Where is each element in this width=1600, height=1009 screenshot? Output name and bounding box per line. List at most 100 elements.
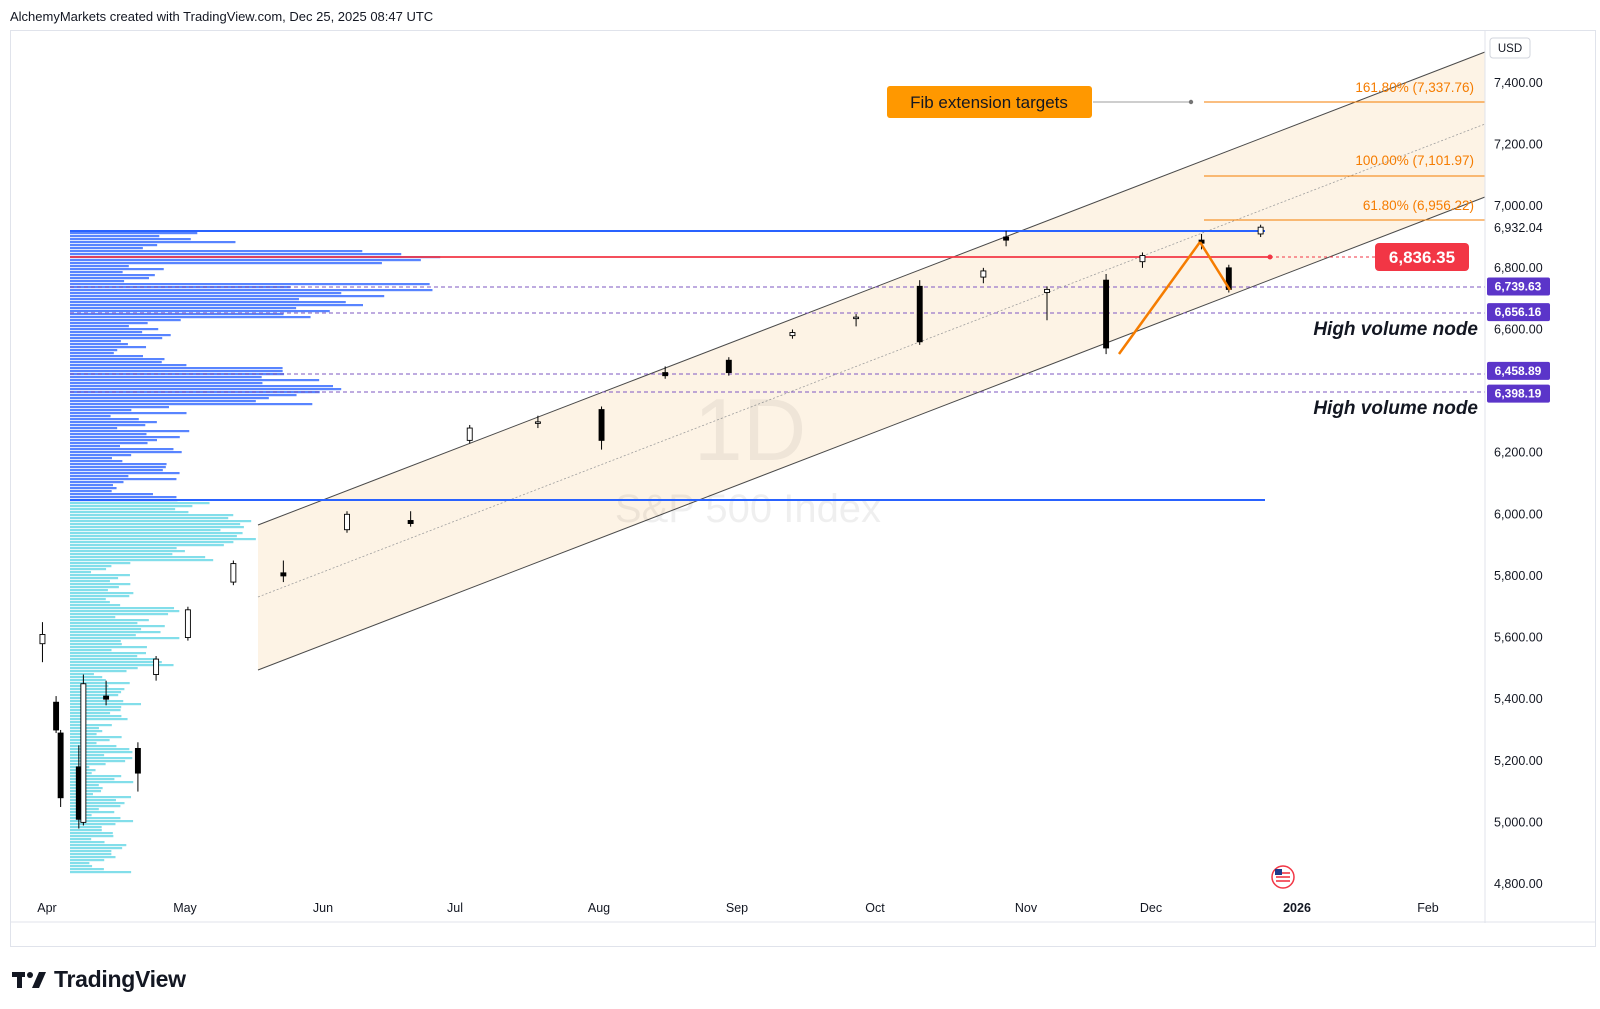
candle[interactable] xyxy=(407,511,414,527)
level-badge[interactable] xyxy=(1487,303,1550,322)
volume-profile-row xyxy=(70,334,171,337)
candle[interactable] xyxy=(534,415,541,429)
currency-button[interactable] xyxy=(1489,37,1531,59)
tradingview-logo-icon xyxy=(12,971,46,988)
volume-profile-row xyxy=(70,394,297,397)
volume-profile-row xyxy=(70,850,112,853)
fib-swing-legs[interactable] xyxy=(1117,241,1232,355)
volume-profile-row xyxy=(70,841,105,844)
hvn-annotation-lower[interactable]: High volume node xyxy=(1313,398,1478,419)
volume-profile-row xyxy=(70,520,252,523)
dashed-levels xyxy=(70,286,1485,393)
volume-profile-row xyxy=(70,775,122,778)
volume-profile-row xyxy=(70,286,291,289)
volume-profile-row xyxy=(70,529,221,532)
volume-profile-row xyxy=(70,796,132,799)
volume-profile-row xyxy=(70,826,102,829)
volume-profile-row xyxy=(70,694,119,697)
volume-profile-row xyxy=(70,865,93,868)
volume-profile-row xyxy=(70,232,198,235)
volume-profile-row xyxy=(70,412,187,415)
volume-profile-row xyxy=(70,586,119,589)
volume-profile-row xyxy=(70,463,167,466)
candle[interactable] xyxy=(153,656,160,681)
volume-profile-row xyxy=(70,439,157,442)
volume-profile-row xyxy=(70,760,126,763)
volume-profile-row xyxy=(70,757,133,760)
channel-lower-line[interactable] xyxy=(257,196,1486,671)
candle[interactable] xyxy=(103,680,110,706)
us-economic-event-icon[interactable] xyxy=(1271,865,1295,889)
volume-profile-row xyxy=(70,553,173,556)
volume-profile-row xyxy=(70,253,402,256)
candle[interactable] xyxy=(280,560,287,583)
volume-profile-row xyxy=(70,370,283,373)
volume-profile-row xyxy=(70,451,182,454)
level-badge[interactable] xyxy=(1487,384,1550,403)
price-scale[interactable]: USD 7,400.00 7,200.00 7,000.00 6,800.00 6,60… xyxy=(1484,30,1550,923)
fib-targets-callout[interactable]: Fib extension targets xyxy=(887,86,1194,118)
volume-profile-row xyxy=(70,811,115,814)
volume-profile-row xyxy=(70,868,104,871)
tradingview-brand[interactable]: TradingView xyxy=(12,966,186,993)
candle[interactable] xyxy=(466,424,473,444)
candle[interactable] xyxy=(53,696,60,734)
candle[interactable] xyxy=(1103,274,1110,355)
currency-label: USD xyxy=(1498,43,1522,55)
volume-profile[interactable] xyxy=(70,232,441,874)
hvn-annotation-upper[interactable]: High volume node xyxy=(1313,319,1478,340)
y-tick-label: 6,000.00 xyxy=(1494,507,1543,521)
volume-profile-row xyxy=(70,475,129,478)
volume-profile-row xyxy=(70,352,114,355)
volume-profile-row xyxy=(70,235,160,238)
candle[interactable] xyxy=(80,674,87,826)
candle[interactable] xyxy=(134,742,141,792)
candle[interactable] xyxy=(1139,252,1146,268)
volume-profile-row xyxy=(70,652,147,655)
candle[interactable] xyxy=(1003,230,1010,247)
level-badge[interactable] xyxy=(1487,361,1550,380)
volume-profile-row xyxy=(70,856,116,859)
fib-extension-levels[interactable]: 161.80% (7,337.76) 100.00% (7,101.97) 61… xyxy=(1204,80,1485,221)
volume-profile-row xyxy=(70,604,121,607)
candle[interactable] xyxy=(598,406,605,450)
level-badge-label: 6,739.63 xyxy=(1495,279,1542,293)
candle[interactable] xyxy=(980,267,987,284)
price-chart[interactable]: 1D S&P 500 Index 161.80% (7,337.76) 100.… xyxy=(0,0,1600,960)
volume-profile-row xyxy=(70,358,165,361)
level-badge[interactable] xyxy=(1487,277,1550,296)
candle[interactable] xyxy=(725,357,732,376)
candle[interactable] xyxy=(853,314,860,327)
volume-profile-row xyxy=(70,763,106,766)
volume-profile-row xyxy=(70,844,127,847)
volume-profile-row xyxy=(70,301,346,304)
volume-profile-row xyxy=(70,709,121,712)
candle[interactable] xyxy=(184,606,191,641)
x-tick-label: Feb xyxy=(1417,901,1439,915)
callout-anchor xyxy=(1188,99,1194,105)
candle[interactable] xyxy=(57,729,64,807)
volume-profile-row xyxy=(70,340,121,343)
resistance-price-badge[interactable]: 6,836.35 xyxy=(1375,243,1469,271)
y-tick-label: 6,200.00 xyxy=(1494,446,1543,460)
candle[interactable] xyxy=(789,329,796,339)
time-scale[interactable]: Apr May Jun Jul Aug Sep Oct Nov Dec 2026 Feb xyxy=(10,901,1596,923)
candle[interactable] xyxy=(1257,224,1264,238)
volume-profile-row xyxy=(70,682,130,685)
callout-text: Fib extension targets xyxy=(910,93,1068,112)
volume-profile-row xyxy=(70,562,131,565)
channel-fill xyxy=(258,52,1485,670)
candle[interactable] xyxy=(344,511,350,533)
candlestick-series[interactable] xyxy=(39,224,1264,829)
ascending-channel[interactable] xyxy=(257,51,1486,671)
chart-frame[interactable] xyxy=(10,30,1596,947)
volume-profile-row xyxy=(70,415,111,418)
candle[interactable] xyxy=(230,560,237,586)
candle[interactable] xyxy=(916,280,923,345)
volume-profile-row xyxy=(70,823,116,826)
candle[interactable] xyxy=(1044,286,1050,321)
channel-upper-line[interactable] xyxy=(257,51,1486,526)
candle[interactable] xyxy=(662,366,669,379)
volume-profile-row xyxy=(70,259,421,262)
candle[interactable] xyxy=(39,622,46,663)
